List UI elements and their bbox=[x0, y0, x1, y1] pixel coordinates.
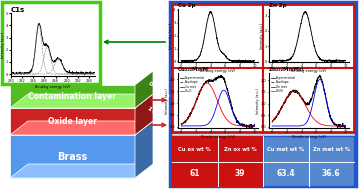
Text: 61: 61 bbox=[190, 169, 200, 178]
Text: 36.6: 36.6 bbox=[322, 169, 341, 178]
Polygon shape bbox=[135, 121, 153, 178]
X-axis label: Binding energy (eV): Binding energy (eV) bbox=[35, 85, 70, 89]
Text: Cu₂₃₂M₄₅M: Cu₂₃₂M₄₅M bbox=[178, 67, 209, 72]
X-axis label: Kinetic energy (eV): Kinetic energy (eV) bbox=[292, 135, 326, 139]
Text: 0.7 nm: 0.7 nm bbox=[148, 81, 171, 99]
Legend: Experimental, Envelope, Cu met, Cu₂O: Experimental, Envelope, Cu met, Cu₂O bbox=[179, 74, 206, 95]
Text: 39: 39 bbox=[235, 169, 246, 178]
Y-axis label: Intensity (a.u.): Intensity (a.u.) bbox=[165, 87, 169, 114]
Bar bbox=[263, 136, 354, 186]
Text: Cu ox wt %: Cu ox wt % bbox=[178, 147, 211, 152]
Legend: Experimental, Envelope, Zn met, Zn(II): Experimental, Envelope, Zn met, Zn(II) bbox=[270, 74, 297, 95]
Polygon shape bbox=[135, 71, 153, 108]
Polygon shape bbox=[10, 121, 153, 135]
Text: Zn₂₃₂M₄₅M₄₅: Zn₂₃₂M₄₅M₄₅ bbox=[269, 67, 304, 72]
X-axis label: Kinetic energy (eV): Kinetic energy (eV) bbox=[201, 135, 235, 139]
X-axis label: Binding energy (eV): Binding energy (eV) bbox=[200, 69, 236, 73]
Bar bbox=[170, 2, 356, 186]
Text: 63.4: 63.4 bbox=[276, 169, 295, 178]
Bar bbox=[172, 4, 354, 132]
Y-axis label: Intensity (a.u.): Intensity (a.u.) bbox=[260, 22, 264, 49]
Text: Brass: Brass bbox=[57, 152, 88, 161]
Text: Zn ox wt %: Zn ox wt % bbox=[224, 147, 257, 152]
Bar bbox=[2, 2, 100, 84]
Text: Cu 2p: Cu 2p bbox=[178, 3, 195, 9]
Polygon shape bbox=[10, 85, 135, 108]
Bar bbox=[172, 136, 263, 186]
Text: Oxide layer: Oxide layer bbox=[48, 117, 97, 126]
Text: Contamination layer: Contamination layer bbox=[28, 92, 117, 101]
Text: Zn met wt %: Zn met wt % bbox=[313, 147, 350, 152]
Y-axis label: Intensity (a.u.): Intensity (a.u.) bbox=[256, 87, 260, 114]
Text: Cu met wt %: Cu met wt % bbox=[267, 147, 304, 152]
Text: C1s: C1s bbox=[11, 7, 25, 13]
Polygon shape bbox=[135, 94, 153, 135]
Polygon shape bbox=[10, 94, 153, 108]
Text: Zn 2p: Zn 2p bbox=[269, 3, 286, 9]
Text: 1.9 nm: 1.9 nm bbox=[146, 106, 169, 124]
X-axis label: Binding energy (eV): Binding energy (eV) bbox=[291, 69, 326, 73]
Y-axis label: Intensity (a.u.): Intensity (a.u.) bbox=[169, 22, 173, 49]
Polygon shape bbox=[10, 164, 153, 178]
Polygon shape bbox=[10, 108, 135, 135]
Y-axis label: Intensity (a.u.): Intensity (a.u.) bbox=[1, 32, 5, 58]
Polygon shape bbox=[10, 135, 135, 178]
